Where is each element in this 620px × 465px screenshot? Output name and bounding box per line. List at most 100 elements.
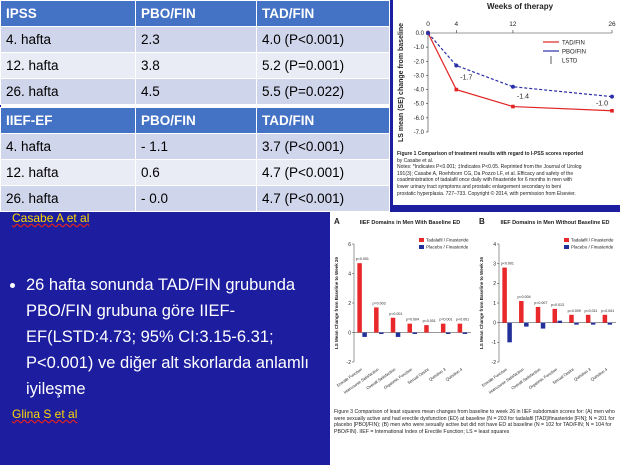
marker [511,104,515,109]
y-tick-label: -1 [492,340,497,346]
header-row: IIEF-EF PBO/FIN TAD/FIN [0,107,390,134]
legend-label: Tadalafil / Finasteride [426,238,469,243]
legend-swatch [419,238,424,242]
marker [426,31,430,35]
p-label: p<0.001 [456,318,469,322]
legend-swatch [564,238,569,242]
series-line [427,32,613,98]
cell: - 1.1 [135,133,257,160]
y-tick-label: 0 [348,330,351,336]
caption-line: coadministration of tadalafil once daily… [397,177,573,184]
series-line [427,32,613,112]
y-tick-label: -1.0 [414,45,425,51]
x-tick-label: Question 3 [428,366,447,382]
panel-letter: B [479,217,485,226]
bar [502,267,507,323]
bullet: 26 hafta sonunda TAD/FIN grubunda PBO/FI… [26,272,336,402]
bar [374,307,379,333]
cell: 26. hafta [0,78,136,105]
figure-1: Weeks of therapy 0 4 12 26 0.0 -1.0 -2.0 -3.0 -4.… [393,0,620,205]
header-cell: PBO/FIN [135,107,257,134]
caption-line: lower urinary tract symptoms and prostat… [397,183,561,190]
row: 12. hafta 0.6 4.7 (P<0.001) [0,159,390,186]
marker [454,63,459,68]
header-cell: IPSS [0,0,136,27]
header-cell: TAD/FIN [256,107,390,134]
caption: Figure 1 Comparison of treatment results… [393,151,620,197]
y-tick-label: 1 [493,301,496,307]
cell: 4.7 (P<0.001) [256,159,390,186]
p-label: p=0.003 [373,301,386,305]
bar [507,322,512,343]
legend-label: Tadalafil / Finasteride [571,238,614,243]
marker [610,108,614,113]
y-tick-label: -2 [347,360,352,366]
y-axis-label: LS Mean Change from Baseline to Week 26 [334,257,339,349]
marker [610,94,614,99]
legend-label: TAD/FIN [562,41,585,47]
annotation: -1.4 [517,94,529,101]
cell: 4.0 (P<0.001) [256,26,390,53]
x-tick-label: 12 [509,21,517,28]
y-tick-label: -7.0 [414,130,425,136]
x-tick-label: 4 [454,21,458,28]
bar [379,332,384,334]
y-tick-label: -4.0 [414,88,425,94]
p-label: p=0.004 [406,318,419,322]
bar [540,322,546,329]
bar [362,332,367,337]
y-tick-label: 0 [493,320,496,326]
legend-swatch [419,245,424,249]
y-tick-label: 3 [493,261,496,267]
marker [510,84,515,89]
spacer [0,104,390,108]
bullet-list: 26 hafta sonunda TAD/FIN grubunda PBO/FI… [8,272,336,402]
y-tick-label: 0.0 [416,31,425,37]
y-tick-label: -5.0 [414,102,425,108]
bar-chart: A IIEF Domains in Men With Baseline ED LS … [334,217,616,395]
caption: Figure 3 Comparison of least squares mea… [334,409,615,435]
bar [535,306,541,323]
p-label: p=0.011 [585,309,598,313]
chart-title: Weeks of therapy [487,2,554,11]
bar [445,332,451,334]
bar [357,263,362,333]
p-label: p=0.009 [568,309,581,313]
bar [390,317,396,333]
row: 26. hafta 4.5 5.5 (P=0.022) [0,78,390,105]
caption-line: Figure 1 Comparison of treatment results… [397,151,584,157]
x-tick-label: Question 3 [573,366,592,382]
y-tick-label: 2 [348,301,351,307]
cell: 3.8 [135,52,257,79]
line-chart: Weeks of therapy 0 4 12 26 0.0 -1.0 -2.0 -3.0 -4.… [398,2,616,142]
citation: Glina S et al [12,407,78,421]
bar [412,332,417,334]
cell: 4. hafta [0,26,136,53]
panel-title: IIEF Domains in Men With Baseline ED [360,220,461,226]
bar [585,314,591,323]
y-tick-label: 4 [348,271,351,277]
cell: - 0.0 [135,185,257,212]
p-label: p=0.041 [601,309,614,313]
header-cell: IIEF-EF [0,107,136,134]
bar [574,322,579,325]
bar [569,314,574,323]
x-tick-label: 26 [608,21,616,28]
header-cell: PBO/FIN [135,0,257,27]
p-label: p=0.001 [423,319,436,323]
figure-2: A IIEF Domains in Men With Baseline ED LS … [330,212,620,465]
bar [462,332,468,334]
header-cell: TAD/FIN [256,0,390,27]
bar [602,314,608,323]
p-label: p=0.001 [439,318,452,322]
bar [607,322,613,325]
bar [557,320,562,323]
p-label: p<0.001 [501,262,514,266]
bar [519,301,524,323]
x-tick-label: 0 [426,21,430,28]
cell: 4.7 (P<0.001) [256,185,390,212]
y-tick-label: 6 [348,242,351,248]
bar [524,322,529,327]
cell: 26. hafta [0,185,136,212]
